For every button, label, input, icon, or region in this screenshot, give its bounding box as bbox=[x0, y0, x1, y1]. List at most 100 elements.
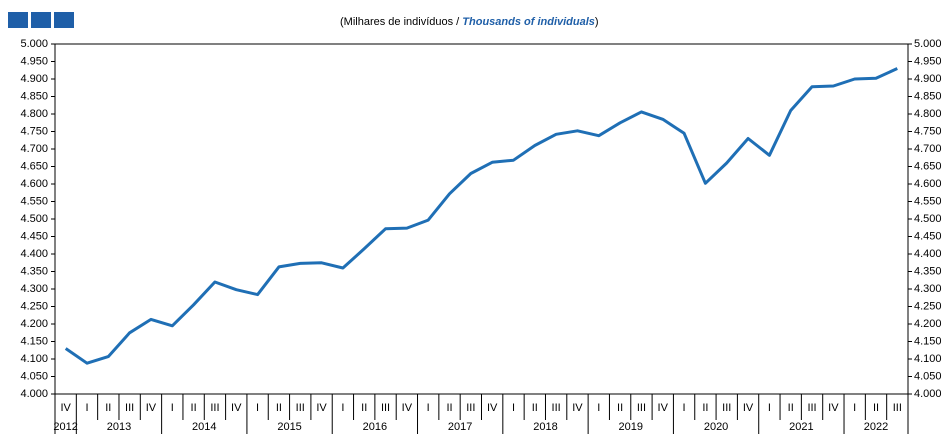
y2-tick-label: 4.800 bbox=[914, 108, 942, 120]
y-tick-label: 4.650 bbox=[20, 160, 48, 172]
logo-block bbox=[8, 12, 28, 28]
y2-tick-label: 5.000 bbox=[914, 38, 942, 50]
y-tick-label: 4.150 bbox=[20, 335, 48, 347]
x-tick-label: IV bbox=[658, 402, 669, 414]
y-tick-label: 4.950 bbox=[20, 55, 48, 67]
x-tick-label: I bbox=[427, 402, 430, 414]
y-tick-label: 4.800 bbox=[20, 108, 48, 120]
x-tick-label: IV bbox=[146, 402, 157, 414]
x-tick-label: III bbox=[210, 402, 219, 414]
x-tick-label: II bbox=[617, 402, 623, 414]
y2-tick-label: 4.950 bbox=[914, 55, 942, 67]
y-tick-label: 4.250 bbox=[20, 300, 48, 312]
plot-frame bbox=[54, 43, 909, 395]
y2-tick-label: 4.750 bbox=[914, 125, 942, 137]
y-tick-label: 4.400 bbox=[20, 248, 48, 260]
y-tick-label: 4.500 bbox=[20, 213, 48, 225]
x-tick-label: IV bbox=[572, 402, 583, 414]
year-label: 2018 bbox=[533, 421, 557, 433]
subtitle-pt: (Milhares de indivíduos / bbox=[340, 16, 460, 28]
y2-tick-label: 4.400 bbox=[914, 248, 942, 260]
y-tick-label: 4.700 bbox=[20, 143, 48, 155]
year-label: 2012 bbox=[53, 421, 77, 433]
year-label: 2016 bbox=[363, 421, 387, 433]
year-label: 2019 bbox=[619, 421, 643, 433]
y2-tick-label: 4.050 bbox=[914, 370, 942, 382]
x-tick-label: IV bbox=[60, 402, 71, 414]
y2-tick-label: 4.700 bbox=[914, 143, 942, 155]
logo-block bbox=[54, 12, 74, 28]
x-tick-label: III bbox=[722, 402, 731, 414]
y2-tick-label: 4.200 bbox=[914, 318, 942, 330]
x-tick-label: II bbox=[105, 402, 111, 414]
x-tick-label: III bbox=[381, 402, 390, 414]
data-line bbox=[64, 67, 898, 365]
y2-tick-label: 4.450 bbox=[914, 230, 942, 242]
y2-tick-label: 4.500 bbox=[914, 213, 942, 225]
x-tick-label: I bbox=[256, 402, 259, 414]
y-tick-label: 4.450 bbox=[20, 230, 48, 242]
x-tick-label: I bbox=[597, 402, 600, 414]
y-tick-label: 4.900 bbox=[20, 73, 48, 85]
x-tick-label: III bbox=[466, 402, 475, 414]
y-tick-label: 4.200 bbox=[20, 318, 48, 330]
x-tick-label: II bbox=[788, 402, 794, 414]
year-label: 2017 bbox=[448, 421, 472, 433]
x-tick-label: I bbox=[341, 402, 344, 414]
x-tick-label: II bbox=[532, 402, 538, 414]
y2-tick-label: 4.350 bbox=[914, 265, 942, 277]
x-tick-label: III bbox=[552, 402, 561, 414]
subtitle-en: Thousands of individuals bbox=[462, 16, 595, 28]
x-tick-label: I bbox=[512, 402, 515, 414]
x-tick-label: III bbox=[637, 402, 646, 414]
y-tick-label: 4.750 bbox=[20, 125, 48, 137]
year-label: 2022 bbox=[864, 421, 888, 433]
x-tick-label: I bbox=[768, 402, 771, 414]
subtitle: (Milhares de indivíduos / Thousands of i… bbox=[340, 16, 599, 28]
year-label: 2015 bbox=[277, 421, 301, 433]
x-tick-label: I bbox=[853, 402, 856, 414]
y-tick-label: 4.100 bbox=[20, 353, 48, 365]
x-tick-label: I bbox=[85, 402, 88, 414]
x-tick-label: I bbox=[683, 402, 686, 414]
y-tick-label: 4.350 bbox=[20, 265, 48, 277]
x-tick-label: IV bbox=[487, 402, 498, 414]
subtitle-close: ) bbox=[595, 16, 599, 28]
y2-tick-label: 4.100 bbox=[914, 353, 942, 365]
y2-tick-label: 4.550 bbox=[914, 195, 942, 207]
x-tick-label: II bbox=[873, 402, 879, 414]
y-tick-label: 4.600 bbox=[20, 178, 48, 190]
x-tick-label: III bbox=[296, 402, 305, 414]
x-tick-label: IV bbox=[743, 402, 754, 414]
x-tick-label: IV bbox=[231, 402, 242, 414]
y-tick-label: 4.000 bbox=[20, 388, 48, 400]
year-label: 2020 bbox=[704, 421, 728, 433]
x-tick-label: IV bbox=[316, 402, 327, 414]
y2-tick-label: 4.650 bbox=[914, 160, 942, 172]
y2-tick-label: 4.600 bbox=[914, 178, 942, 190]
x-tick-label: III bbox=[807, 402, 816, 414]
logo-block bbox=[31, 12, 51, 28]
y-tick-label: 4.300 bbox=[20, 283, 48, 295]
y2-tick-label: 4.000 bbox=[914, 388, 942, 400]
y2-tick-label: 4.150 bbox=[914, 335, 942, 347]
y2-tick-label: 4.900 bbox=[914, 73, 942, 85]
y2-tick-label: 4.300 bbox=[914, 283, 942, 295]
y-tick-label: 4.850 bbox=[20, 90, 48, 102]
x-tick-label: II bbox=[702, 402, 708, 414]
year-label: 2013 bbox=[107, 421, 131, 433]
y2-tick-label: 4.250 bbox=[914, 300, 942, 312]
y-tick-label: 4.050 bbox=[20, 370, 48, 382]
y2-tick-label: 4.850 bbox=[914, 90, 942, 102]
x-tick-label: III bbox=[893, 402, 902, 414]
x-tick-label: II bbox=[446, 402, 452, 414]
x-tick-label: II bbox=[361, 402, 367, 414]
x-tick-label: II bbox=[276, 402, 282, 414]
x-tick-label: II bbox=[191, 402, 197, 414]
y-tick-label: 4.550 bbox=[20, 195, 48, 207]
year-label: 2021 bbox=[789, 421, 813, 433]
year-label: 2014 bbox=[192, 421, 216, 433]
x-tick-label: IV bbox=[402, 402, 413, 414]
y-tick-label: 5.000 bbox=[20, 38, 48, 50]
